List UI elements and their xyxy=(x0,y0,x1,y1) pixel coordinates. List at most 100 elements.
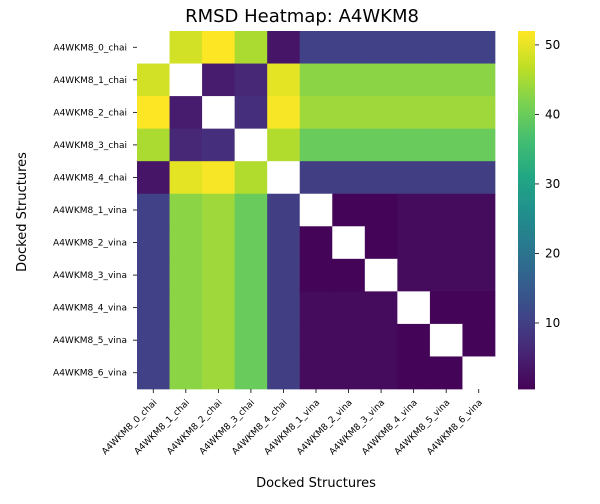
colorbar-segment xyxy=(518,365,535,369)
x-tick-label: A4WKM8_4_chai xyxy=(230,398,289,457)
heatmap-cell xyxy=(397,161,431,195)
heatmap-cell xyxy=(137,291,170,325)
colorbar-segment xyxy=(518,138,535,142)
colorbar-segment xyxy=(518,248,535,253)
colorbar-segment xyxy=(518,236,535,241)
heatmap-cell xyxy=(332,161,366,195)
colorbar-segment xyxy=(518,305,535,309)
colorbar-segment xyxy=(518,341,535,345)
heatmap-cell xyxy=(364,193,398,227)
heatmap-cell xyxy=(202,128,235,162)
colorbar-segment xyxy=(518,87,535,92)
heatmap-cell xyxy=(137,128,170,162)
heatmap-cell xyxy=(299,63,333,97)
colorbar-tick-label: 10 xyxy=(545,316,560,330)
heatmap-cell xyxy=(429,63,463,97)
colorbar-segment xyxy=(518,371,535,375)
colorbar-segment xyxy=(518,99,535,103)
heatmap-cell xyxy=(267,31,301,64)
heatmap-cell xyxy=(137,356,170,390)
x-tick-labels: A4WKM8_0_chaiA4WKM8_1_chaiA4WKM8_2_chaiA… xyxy=(100,389,485,457)
heatmap-cell xyxy=(332,291,366,325)
heatmap-cell xyxy=(202,356,235,390)
colorbar-segment xyxy=(518,233,535,238)
colorbar-segment xyxy=(518,260,535,265)
colorbar-segment xyxy=(518,192,535,196)
heatmap-cell xyxy=(397,291,431,325)
colorbar-segment xyxy=(518,215,535,220)
colorbar-segment xyxy=(518,186,535,190)
colorbar-segment xyxy=(518,171,535,175)
heatmap-cell xyxy=(169,258,203,292)
heatmap-cell xyxy=(397,226,431,260)
colorbar-segment xyxy=(518,159,535,163)
heatmap-cell xyxy=(234,63,268,97)
heatmap-cell xyxy=(234,226,268,260)
y-tick-label: A4WKM8_5_vina xyxy=(53,336,127,346)
heatmap-cell xyxy=(267,356,301,390)
heatmap-cell xyxy=(169,96,203,129)
heatmap-cell xyxy=(202,323,235,357)
heatmap-cell xyxy=(169,63,203,97)
heatmap-cell xyxy=(234,96,268,129)
heatmap-cell xyxy=(267,128,301,162)
x-axis-label: Docked Structures xyxy=(256,476,376,491)
colorbar-segment xyxy=(518,33,535,38)
colorbar-segment xyxy=(518,239,535,244)
colorbar-segment xyxy=(518,323,535,327)
colorbar-segment xyxy=(518,290,535,294)
heatmap-cell xyxy=(397,193,431,227)
colorbar-segment xyxy=(518,144,535,148)
heatmap-cell xyxy=(137,323,170,357)
colorbar-segment xyxy=(518,353,535,357)
colorbar-segment xyxy=(518,386,535,390)
heatmap-cell xyxy=(202,31,235,64)
colorbar-segment xyxy=(518,90,535,95)
colorbar-segment xyxy=(518,84,535,89)
colorbar-segment xyxy=(518,275,535,280)
heatmap-cell xyxy=(299,31,333,64)
colorbar-segment xyxy=(518,335,535,339)
colorbar-segment xyxy=(518,183,535,187)
heatmap-cell xyxy=(137,226,170,260)
colorbar-segment xyxy=(518,210,535,214)
heatmap-cell xyxy=(364,63,398,97)
y-tick-label: A4WKM8_2_vina xyxy=(53,239,127,249)
colorbar-segment xyxy=(518,308,535,312)
colorbar-segment xyxy=(518,254,535,259)
colorbar-segment xyxy=(518,96,535,101)
heatmap-cell xyxy=(364,323,398,357)
heatmap-cell xyxy=(169,226,203,260)
x-tick-label: A4WKM8_0_chai xyxy=(100,398,159,457)
colorbar-segment xyxy=(518,263,535,268)
colorbar: 10 20 30 40 50 xyxy=(518,31,560,390)
heatmap-cell xyxy=(397,258,431,292)
colorbar-segment xyxy=(518,45,535,50)
colorbar-segment xyxy=(518,374,535,378)
x-tick-label: A4WKM8_3_vina xyxy=(328,398,387,457)
colorbar-segment xyxy=(518,332,535,336)
colorbar-segment xyxy=(518,63,535,68)
colorbar-segment xyxy=(518,317,535,321)
colorbar-segment xyxy=(518,207,535,211)
heatmap-cell xyxy=(267,291,301,325)
colorbar-segment xyxy=(518,31,535,35)
heatmap-cell xyxy=(299,323,333,357)
colorbar-segment xyxy=(518,350,535,354)
colorbar-segment xyxy=(518,359,535,363)
heatmap-cell xyxy=(364,258,398,292)
colorbar-segment xyxy=(518,347,535,351)
heatmap-cell xyxy=(397,31,431,64)
heatmap-cell xyxy=(429,161,463,195)
heatmap-cell xyxy=(429,128,463,162)
colorbar-segment xyxy=(518,165,535,169)
heatmap-cell xyxy=(234,291,268,325)
colorbar-segment xyxy=(518,141,535,145)
colorbar-segment xyxy=(518,338,535,342)
heatmap-cell xyxy=(234,31,268,64)
heatmap-cell xyxy=(364,161,398,195)
heatmap-cell xyxy=(462,193,496,227)
heatmap-cell xyxy=(137,161,170,195)
colorbar-segment xyxy=(518,245,535,250)
